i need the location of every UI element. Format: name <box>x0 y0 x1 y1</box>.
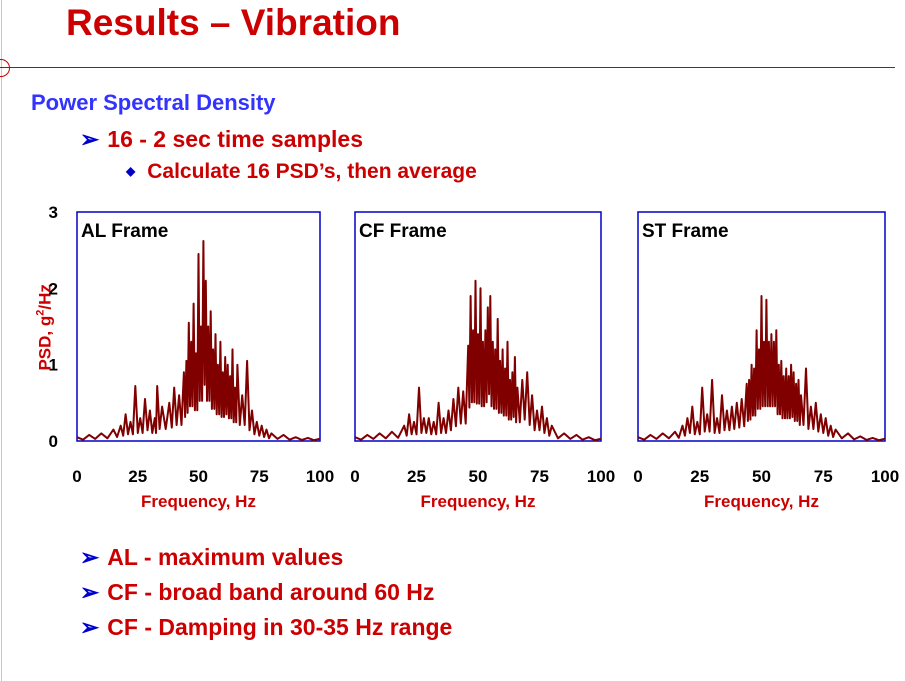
conclusion-text: CF - Damping in 30-35 Hz range <box>107 614 453 640</box>
plot-frame <box>76 211 321 442</box>
x-tick-label: 75 <box>814 467 833 486</box>
x-tick-label: 50 <box>469 467 488 486</box>
slide-subtitle: Power Spectral Density <box>31 90 276 115</box>
conclusion-al: ➢ AL - maximum values <box>80 544 343 571</box>
psd-series-line <box>354 279 602 442</box>
arrow-bullet-icon: ➢ <box>80 614 100 640</box>
x-tick-label: 50 <box>752 467 771 486</box>
sub-bullet-text: Calculate 16 PSD’s, then average <box>147 160 477 183</box>
slide-title: Results – Vibration <box>66 2 401 43</box>
x-axis-label: Frequency, Hz <box>704 492 819 511</box>
arrow-bullet-icon: ➢ <box>80 579 100 605</box>
x-tick-label: 0 <box>633 467 642 486</box>
x-tick-label: 100 <box>306 467 334 486</box>
arrow-bullet-icon: ➢ <box>80 126 100 152</box>
plot-frame <box>354 211 602 442</box>
x-tick-label: 75 <box>250 467 269 486</box>
chart-title: AL Frame <box>81 221 168 242</box>
psd-series-line <box>637 295 886 442</box>
x-axis-label: Frequency, Hz <box>141 492 256 511</box>
x-tick-label: 75 <box>530 467 549 486</box>
x-tick-label: 100 <box>587 467 615 486</box>
x-tick-label: 0 <box>72 467 81 486</box>
y-tick-label: 3 <box>49 203 58 222</box>
conclusion-text: AL - maximum values <box>107 544 344 570</box>
conclusion-cf-broad: ➢ CF - broad band around 60 Hz <box>80 579 434 606</box>
plot-frame <box>637 211 886 442</box>
psd-series-line <box>76 240 321 442</box>
x-axis-label: Frequency, Hz <box>421 492 536 511</box>
slide-margin-line <box>1 0 2 681</box>
x-tick-label: 0 <box>350 467 359 486</box>
conclusion-text: CF - broad band around 60 Hz <box>107 579 435 605</box>
bullet-text: 16 - 2 sec time samples <box>107 126 363 152</box>
sub-bullet-psd: ◆ Calculate 16 PSD’s, then average <box>126 160 477 184</box>
conclusion-cf-damping: ➢ CF - Damping in 30-35 Hz range <box>80 614 452 641</box>
y-tick-label: 1 <box>49 356 58 375</box>
y-tick-label: 2 <box>49 279 58 298</box>
bullet-time-samples: ➢ 16 - 2 sec time samples <box>80 126 363 153</box>
chart-title: CF Frame <box>359 221 447 242</box>
x-tick-label: 25 <box>407 467 426 486</box>
x-tick-label: 25 <box>690 467 709 486</box>
x-tick-label: 100 <box>871 467 899 486</box>
y-tick-label: 0 <box>49 432 58 451</box>
arrow-bullet-icon: ➢ <box>80 544 100 570</box>
chart-title: ST Frame <box>642 221 729 242</box>
title-rule <box>0 67 895 68</box>
x-tick-label: 50 <box>189 467 208 486</box>
diamond-bullet-icon: ◆ <box>126 164 136 178</box>
x-tick-label: 25 <box>128 467 147 486</box>
